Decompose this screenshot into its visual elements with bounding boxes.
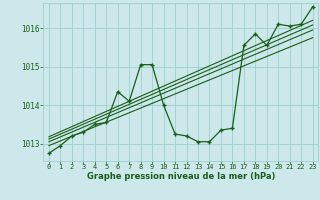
X-axis label: Graphe pression niveau de la mer (hPa): Graphe pression niveau de la mer (hPa) <box>87 172 275 181</box>
